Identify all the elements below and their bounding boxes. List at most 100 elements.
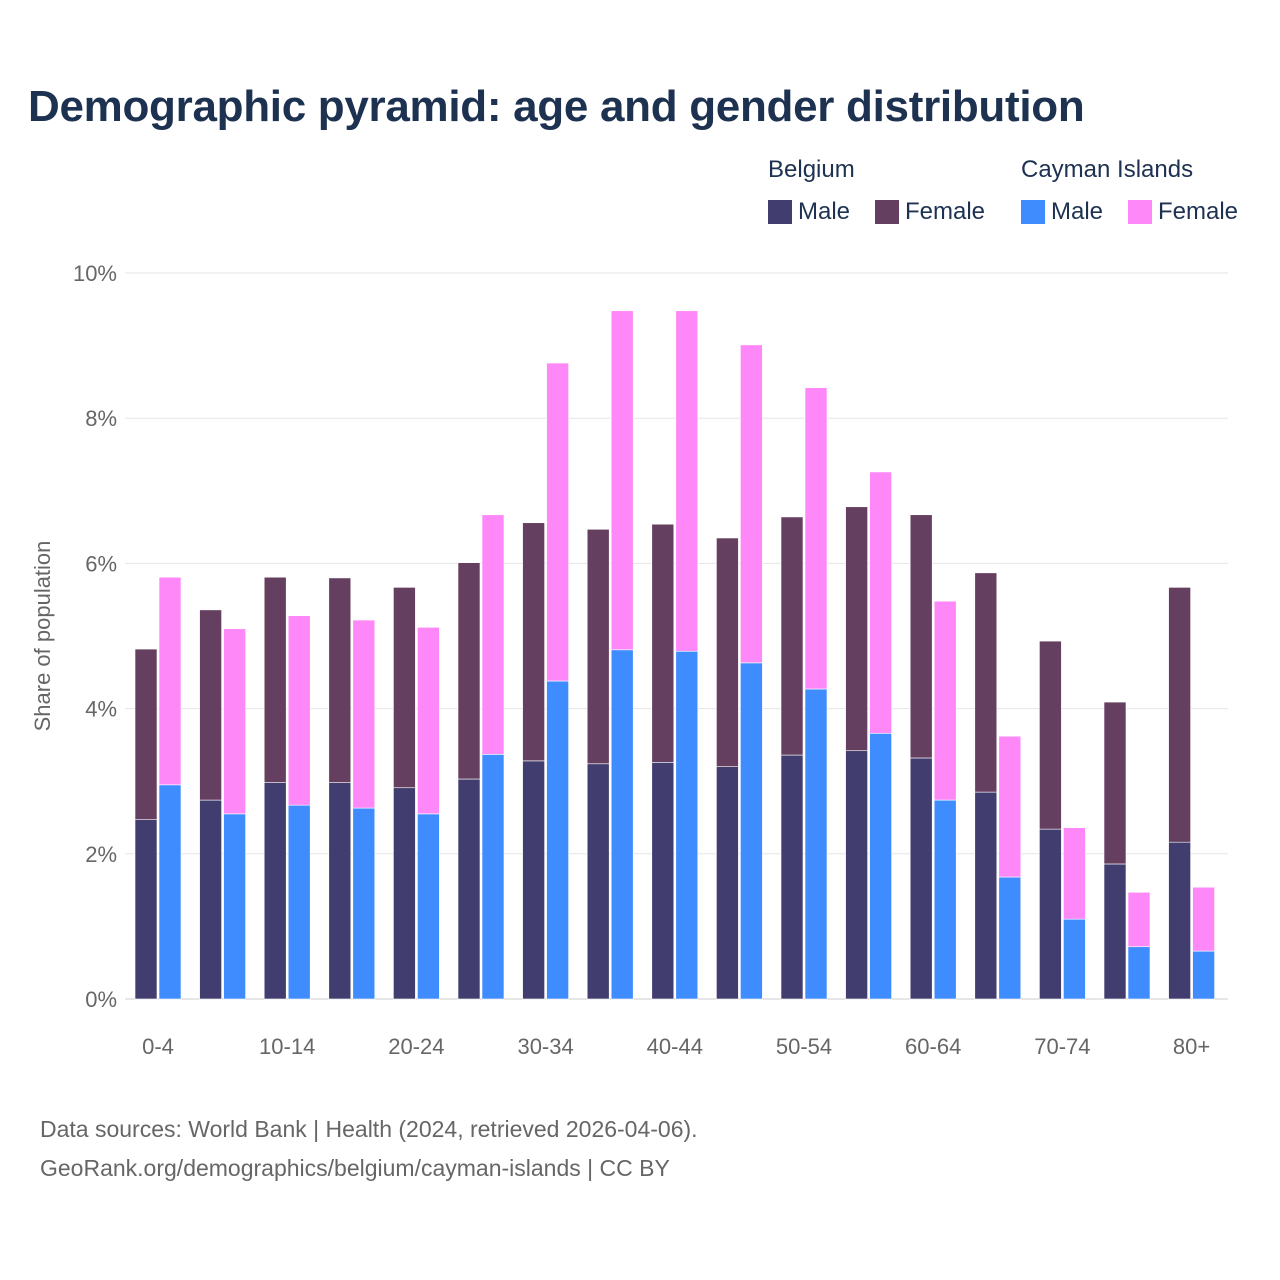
y-tick-label: 0%	[85, 987, 117, 1012]
bar-cayman-male: 60-64	[933, 799, 957, 1000]
bar-cayman-male: 35-39	[610, 649, 634, 1000]
bar-belgium-female: 55-59	[845, 506, 868, 752]
footer-sources: Data sources: World Bank | Health (2024,…	[40, 1116, 698, 1142]
bar-cayman-male: 15-19	[352, 807, 376, 1000]
legend-label: Male	[1051, 198, 1104, 225]
bar-cayman-male: 25-29	[481, 754, 505, 1000]
legend-label: Male	[798, 198, 851, 225]
bar-cayman-female: 70-74	[1063, 827, 1086, 920]
bar-cayman-male: 65-69	[998, 876, 1022, 1000]
bar-cayman-female: 15-19	[352, 619, 376, 809]
bar-belgium-female: 65-69	[974, 572, 998, 793]
bar-belgium-male: 80+	[1168, 841, 1191, 1000]
bar-cayman-female: 60-64	[933, 600, 957, 801]
bar-cayman-male: 45-49	[740, 662, 763, 1000]
bar-belgium-male: 50-54	[780, 754, 804, 1000]
bar-cayman-female: 80+	[1192, 886, 1215, 952]
y-tick-label: 4%	[85, 697, 117, 722]
bar-cayman-male: 5-9	[223, 813, 246, 1000]
legend-label: Female	[1158, 198, 1239, 225]
legend-swatch	[875, 200, 899, 224]
x-tick-label: 30-34	[517, 1034, 573, 1059]
bar-belgium-male: 45-49	[716, 766, 739, 1000]
bar-belgium-male: 55-59	[845, 750, 868, 1000]
bar-belgium-male: 40-44	[651, 762, 675, 1000]
bar-belgium-male: 70-74	[1039, 828, 1062, 1000]
legend-cayman-male[interactable]: Male	[1021, 198, 1103, 226]
x-tick-label: 20-24	[388, 1034, 444, 1059]
bar-belgium-male: 15-19	[328, 782, 352, 1000]
chart-title: Demographic pyramid: age and gender dist…	[28, 82, 1085, 131]
bar-belgium-female: 25-29	[457, 562, 481, 780]
bar-belgium-female: 0-4	[134, 648, 158, 820]
bar-cayman-male: 80+	[1192, 950, 1215, 1000]
bar-cayman-female: 45-49	[740, 344, 763, 664]
bar-cayman-male: 55-59	[869, 732, 892, 1000]
bar-cayman-male: 70-74	[1063, 918, 1086, 1000]
bar-cayman-male: 0-4	[158, 784, 182, 1000]
footer-credit: GeoRank.org/demographics/belgium/cayman-…	[40, 1155, 670, 1181]
legend-group-belgium: Belgium	[768, 156, 855, 183]
bar-cayman-female: 55-59	[869, 471, 892, 734]
x-tick-label: 60-64	[905, 1034, 961, 1059]
bar-belgium-female: 30-34	[522, 522, 545, 762]
bar-belgium-male: 0-4	[134, 819, 158, 1000]
bar-cayman-female: 0-4	[158, 576, 182, 786]
bar-belgium-male: 35-39	[586, 763, 610, 1000]
bar-cayman-female: 5-9	[223, 628, 246, 815]
y-tick-label: 2%	[85, 842, 117, 867]
y-tick-label: 6%	[85, 551, 117, 576]
bar-belgium-female: 35-39	[586, 528, 610, 765]
bar-belgium-female: 60-64	[909, 514, 933, 759]
bar-belgium-male: 65-69	[974, 791, 998, 1000]
bar-belgium-female: 40-44	[651, 523, 675, 763]
bar-cayman-female: 20-24	[417, 626, 440, 815]
legend-swatch	[768, 200, 792, 224]
bar-belgium-female: 20-24	[393, 587, 416, 789]
x-tick-label: 40-44	[647, 1034, 703, 1059]
bar-belgium-female: 45-49	[716, 537, 739, 767]
bar-belgium-female: 75-79	[1103, 701, 1127, 865]
bar-belgium-male: 5-9	[199, 799, 222, 1000]
x-tick-label: 50-54	[776, 1034, 832, 1059]
bar-cayman-male: 10-14	[287, 804, 311, 1000]
bar-belgium-male: 25-29	[457, 778, 481, 1000]
bar-belgium-male: 10-14	[263, 782, 287, 1000]
bar-belgium-female: 50-54	[780, 516, 804, 756]
x-tick-label: 0-4	[142, 1034, 174, 1059]
bar-cayman-female: 50-54	[804, 387, 828, 690]
legend-label: Female	[905, 198, 986, 225]
bar-cayman-female: 35-39	[610, 310, 634, 651]
legend-belgium-male[interactable]: Male	[768, 198, 850, 226]
legend-belgium-female[interactable]: Female	[875, 198, 985, 226]
bar-belgium-male: 30-34	[522, 760, 545, 1000]
y-tick-label: 10%	[73, 261, 117, 286]
legend-swatch	[1021, 200, 1045, 224]
y-axis-label: Share of population	[30, 541, 55, 732]
x-tick-label: 10-14	[259, 1034, 315, 1059]
y-tick-label: 8%	[85, 406, 117, 431]
bar-belgium-female: 70-74	[1039, 640, 1062, 830]
legend-group-cayman: Cayman Islands	[1021, 156, 1194, 183]
bar-cayman-female: 40-44	[675, 310, 699, 652]
bar-cayman-female: 65-69	[998, 735, 1022, 878]
x-tick-label: 80+	[1173, 1034, 1210, 1059]
bar-cayman-male: 50-54	[804, 688, 828, 1000]
bar-cayman-male: 40-44	[675, 650, 699, 1000]
bar-cayman-male: 20-24	[417, 813, 440, 1000]
bar-belgium-male: 60-64	[909, 757, 933, 1000]
bar-cayman-female: 25-29	[481, 514, 505, 755]
x-tick-label: 70-74	[1034, 1034, 1090, 1059]
legend-cayman-female[interactable]: Female	[1128, 198, 1238, 226]
bar-belgium-female: 10-14	[263, 576, 287, 783]
bar-belgium-female: 15-19	[328, 577, 352, 783]
bar-belgium-male: 20-24	[393, 787, 416, 1000]
legend-swatch	[1128, 200, 1152, 224]
bar-belgium-female: 5-9	[199, 609, 222, 801]
bar-belgium-female: 80+	[1168, 587, 1191, 843]
bar-cayman-male: 75-79	[1127, 946, 1151, 1000]
bar-cayman-female: 75-79	[1127, 891, 1151, 948]
bar-cayman-female: 30-34	[546, 362, 569, 682]
bar-belgium-male: 75-79	[1103, 863, 1127, 1000]
